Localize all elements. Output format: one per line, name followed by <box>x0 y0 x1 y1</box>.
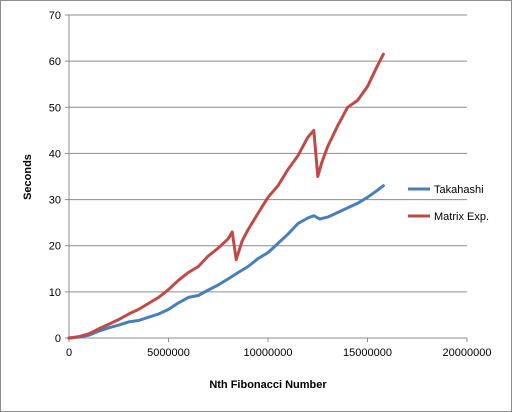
y-tick-label: 10 <box>49 287 61 299</box>
series-line-matrix-exp <box>67 52 385 340</box>
y-tick-label: 60 <box>49 56 61 68</box>
gridlines <box>69 14 467 293</box>
y-tick-label: 20 <box>49 241 61 253</box>
series-lines <box>67 52 385 340</box>
series-line-takahashi <box>67 184 385 340</box>
y-tick-label: 50 <box>49 102 61 114</box>
legend-label: Takahashi <box>434 184 484 196</box>
legend-label: Matrix Exp. <box>434 211 489 223</box>
x-tick-label: 5000000 <box>147 347 190 359</box>
x-tick-label: 10000000 <box>244 347 293 359</box>
axes <box>65 14 468 342</box>
y-tick-label: 30 <box>49 195 61 207</box>
x-tick-label: 15000000 <box>343 347 392 359</box>
y-axis-title: Seconds <box>22 154 34 200</box>
legend: Takahashi Matrix Exp. <box>408 184 489 223</box>
x-tick-label: 20000000 <box>443 347 492 359</box>
x-axis-title: Nth Fibonacci Number <box>209 379 327 391</box>
x-tick-label: 0 <box>66 347 72 359</box>
x-tick-labels: 0 5000000 10000000 15000000 20000000 <box>66 347 492 359</box>
y-tick-label: 40 <box>49 148 61 160</box>
y-tick-label: 0 <box>55 333 61 345</box>
y-tick-label: 70 <box>49 10 61 22</box>
y-tick-labels: 0 10 20 30 40 50 60 70 <box>49 10 61 345</box>
